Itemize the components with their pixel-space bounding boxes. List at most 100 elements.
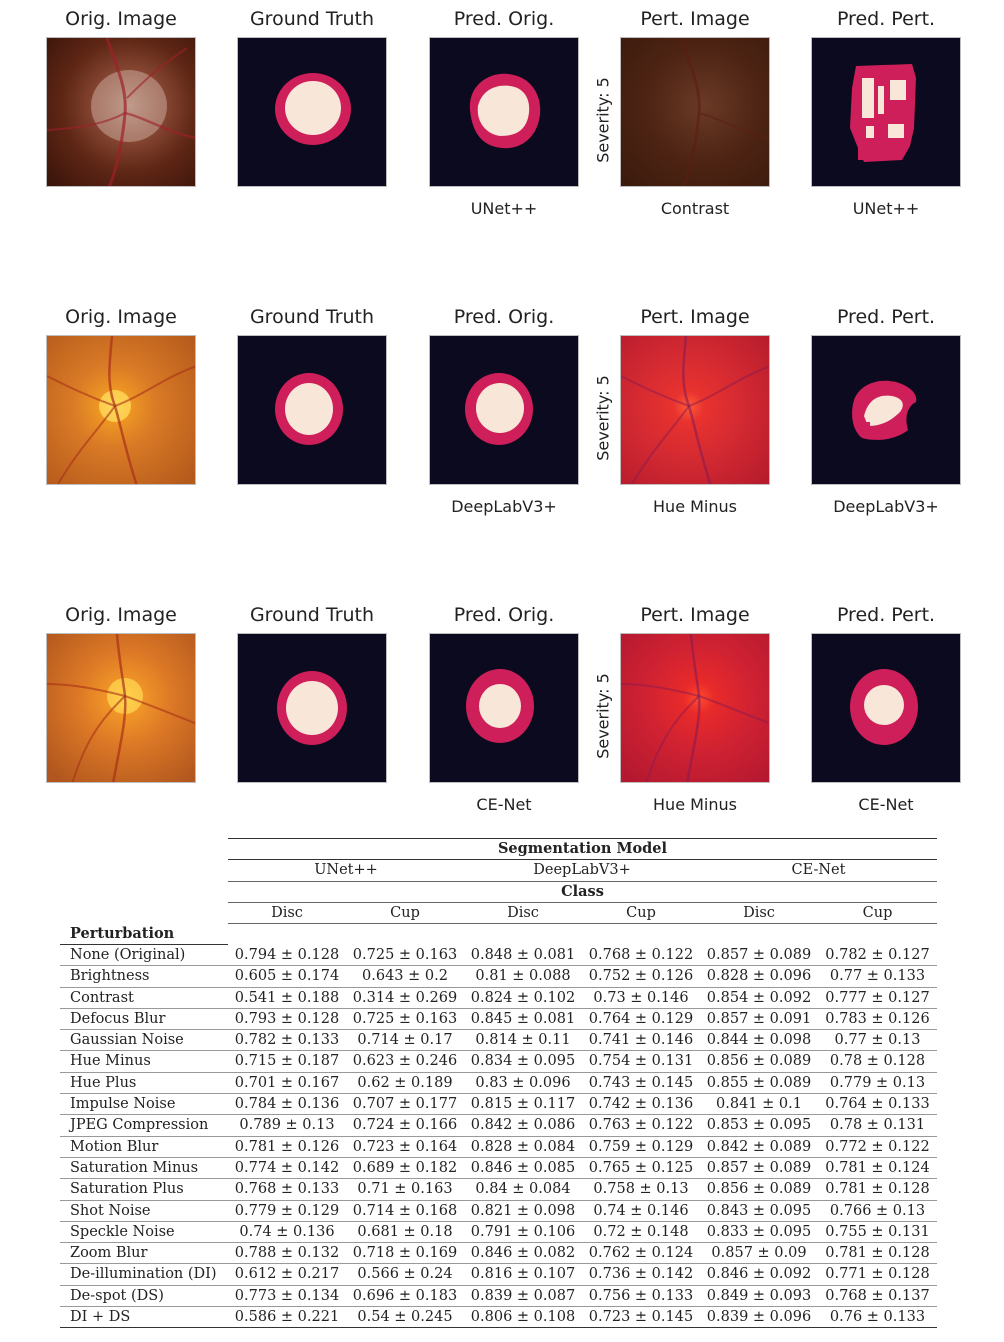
table-row: Defocus Blur 0.793 ± 0.128 0.725 ± 0.163 0.…: [60, 1008, 937, 1031]
class-label: Disc: [464, 902, 582, 925]
score-cell: 0.789 ± 0.13: [228, 1114, 346, 1137]
score-cell: 0.842 ± 0.089: [700, 1136, 818, 1158]
score-cell: 0.848 ± 0.081: [464, 944, 582, 967]
score-cell: 0.612 ± 0.217: [228, 1263, 346, 1286]
score-cell: 0.772 ± 0.122: [818, 1136, 937, 1158]
class-label: Disc: [700, 902, 818, 925]
score-cell: 0.736 ± 0.142: [582, 1263, 700, 1286]
perturbation-name: Zoom Blur: [60, 1242, 228, 1265]
score-cell: 0.741 ± 0.146: [582, 1029, 700, 1052]
perturbation-name: Saturation Minus: [60, 1157, 228, 1180]
panel-title: Pred. Orig.: [453, 604, 555, 626]
table-row: JPEG Compression 0.789 ± 0.13 0.724 ± 0.16…: [60, 1114, 937, 1137]
score-cell: 0.723 ± 0.164: [346, 1136, 464, 1158]
table-row: Hue Minus 0.715 ± 0.187 0.623 ± 0.246 0.834…: [60, 1050, 937, 1073]
predicted-mask-original: [429, 633, 579, 783]
model-caption: UNet++: [852, 199, 920, 218]
score-cell: 0.828 ± 0.084: [464, 1136, 582, 1158]
table-row: Impulse Noise 0.784 ± 0.136 0.707 ± 0.177 0…: [60, 1093, 937, 1116]
class-label: Cup: [582, 902, 700, 925]
panel-title: Pred. Orig.: [453, 306, 555, 328]
score-cell: 0.783 ± 0.126: [818, 1008, 937, 1031]
score-cell: 0.814 ± 0.11: [464, 1029, 582, 1052]
score-cell: 0.854 ± 0.092: [700, 987, 818, 1009]
score-cell: 0.781 ± 0.126: [228, 1136, 346, 1158]
figure-row-1: Orig. Image Ground T: [0, 8, 1004, 238]
table-row: De-spot (DS) 0.773 ± 0.134 0.696 ± 0.183 0.…: [60, 1285, 937, 1308]
score-cell: 0.815 ± 0.117: [464, 1093, 582, 1116]
score-cell: 0.314 ± 0.269: [346, 987, 464, 1009]
table-row: De-illumination (DI) 0.612 ± 0.217 0.566 ±…: [60, 1263, 937, 1286]
score-cell: 0.764 ± 0.133: [818, 1093, 937, 1116]
score-cell: 0.774 ± 0.142: [228, 1157, 346, 1180]
perturbation-name: Shot Noise: [60, 1200, 228, 1222]
model-caption: DeepLabV3+: [833, 497, 939, 516]
score-cell: 0.754 ± 0.131: [582, 1050, 700, 1073]
perturbation-name: Hue Minus: [60, 1050, 228, 1073]
perturbation-name: Hue Plus: [60, 1072, 228, 1095]
perturbation-caption: Contrast: [660, 199, 730, 218]
score-cell: 0.839 ± 0.096: [700, 1306, 818, 1329]
score-cell: 0.768 ± 0.137: [818, 1285, 937, 1308]
score-cell: 0.78 ± 0.131: [818, 1114, 937, 1137]
panel-title: Pred. Pert.: [836, 306, 936, 328]
score-cell: 0.782 ± 0.127: [818, 944, 937, 967]
score-cell: 0.743 ± 0.145: [582, 1072, 700, 1095]
score-cell: 0.605 ± 0.174: [228, 965, 346, 988]
score-cell: 0.725 ± 0.163: [346, 944, 464, 967]
ground-truth-mask: [237, 335, 387, 485]
class-label: Cup: [346, 902, 464, 925]
panel-title: Pred. Orig.: [453, 8, 555, 30]
perturbation-name: None (Original): [60, 944, 228, 967]
score-cell: 0.714 ± 0.168: [346, 1200, 464, 1222]
model-caption: DeepLabV3+: [451, 497, 557, 516]
score-cell: 0.781 ± 0.128: [818, 1178, 937, 1201]
perturbation-name: DI + DS: [60, 1306, 228, 1329]
predicted-mask-perturbed: [811, 37, 961, 187]
score-cell: 0.74 ± 0.146: [582, 1200, 700, 1222]
perturbation-name: JPEG Compression: [60, 1114, 228, 1137]
severity-label: Severity: 5: [593, 343, 613, 493]
panel-title: Pert. Image: [640, 306, 750, 328]
score-cell: 0.77 ± 0.133: [818, 965, 937, 988]
model-header: CE-Net: [700, 859, 937, 882]
score-cell: 0.855 ± 0.089: [700, 1072, 818, 1095]
panel-title: Pred. Pert.: [836, 604, 936, 626]
score-cell: 0.828 ± 0.096: [700, 965, 818, 988]
score-cell: 0.843 ± 0.095: [700, 1200, 818, 1222]
score-cell: 0.718 ± 0.169: [346, 1242, 464, 1265]
table-row: Saturation Plus 0.768 ± 0.133 0.71 ± 0.163…: [60, 1178, 937, 1201]
score-cell: 0.791 ± 0.106: [464, 1221, 582, 1244]
score-cell: 0.816 ± 0.107: [464, 1263, 582, 1286]
score-cell: 0.846 ± 0.092: [700, 1263, 818, 1286]
score-cell: 0.756 ± 0.133: [582, 1285, 700, 1308]
panel-title: Orig. Image: [65, 604, 177, 626]
panel-title: Orig. Image: [65, 306, 177, 328]
score-cell: 0.541 ± 0.188: [228, 987, 346, 1009]
score-cell: 0.793 ± 0.128: [228, 1008, 346, 1031]
perturbation-name: Saturation Plus: [60, 1178, 228, 1201]
score-cell: 0.842 ± 0.086: [464, 1114, 582, 1137]
figure-row-3: Orig. Image Ground T: [0, 604, 1004, 834]
table-row: Hue Plus 0.701 ± 0.167 0.62 ± 0.189 0.83 ± …: [60, 1072, 937, 1095]
severity-label: Severity: 5: [593, 45, 613, 195]
score-cell: 0.833 ± 0.095: [700, 1221, 818, 1244]
model-header: UNet++: [228, 859, 464, 882]
score-cell: 0.841 ± 0.1: [700, 1093, 818, 1116]
score-cell: 0.715 ± 0.187: [228, 1050, 346, 1073]
score-cell: 0.764 ± 0.129: [582, 1008, 700, 1031]
table-row: Shot Noise 0.779 ± 0.129 0.714 ± 0.168 0.82…: [60, 1200, 937, 1222]
model-header: DeepLabV3+: [464, 859, 700, 882]
fundus-image: [46, 633, 196, 783]
score-cell: 0.752 ± 0.126: [582, 965, 700, 988]
score-cell: 0.759 ± 0.129: [582, 1136, 700, 1158]
score-cell: 0.84 ± 0.084: [464, 1178, 582, 1201]
score-cell: 0.777 ± 0.127: [818, 987, 937, 1009]
score-cell: 0.566 ± 0.24: [346, 1263, 464, 1286]
score-cell: 0.689 ± 0.182: [346, 1157, 464, 1180]
score-cell: 0.78 ± 0.128: [818, 1050, 937, 1073]
table-row: Contrast 0.541 ± 0.188 0.314 ± 0.269 0.824 …: [60, 987, 937, 1009]
table-corner: [60, 881, 228, 902]
score-cell: 0.766 ± 0.13: [818, 1200, 937, 1222]
panel-title: Ground Truth: [249, 8, 375, 30]
